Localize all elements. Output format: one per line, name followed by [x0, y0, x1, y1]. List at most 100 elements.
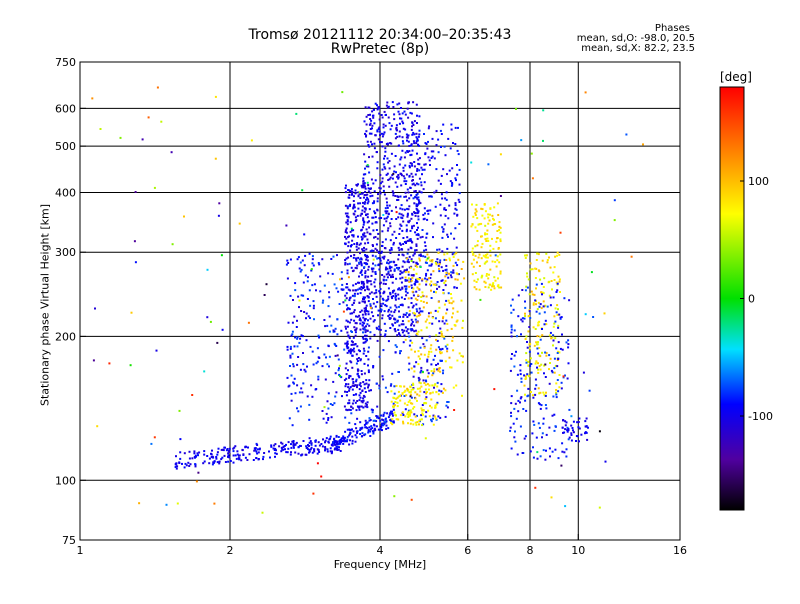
- data-point: [403, 180, 406, 183]
- data-point: [327, 345, 330, 348]
- data-point: [417, 355, 420, 358]
- data-point: [356, 384, 359, 387]
- data-point: [556, 251, 559, 254]
- data-point: [380, 262, 383, 265]
- data-point: [565, 421, 568, 424]
- data-point: [475, 203, 478, 206]
- data-point: [541, 351, 543, 354]
- data-point: [332, 255, 335, 258]
- data-point: [430, 195, 433, 198]
- data-point: [385, 104, 388, 107]
- data-point: [417, 234, 420, 237]
- data-point: [402, 260, 405, 263]
- data-point: [368, 324, 371, 327]
- data-point: [470, 161, 473, 164]
- data-point: [462, 319, 464, 322]
- data-point: [372, 315, 375, 318]
- data-point: [419, 371, 422, 374]
- data-point: [326, 324, 329, 327]
- data-point: [367, 369, 370, 372]
- data-point: [363, 349, 366, 352]
- data-point: [346, 220, 349, 223]
- data-point: [457, 153, 460, 156]
- data-point: [476, 229, 479, 232]
- data-point: [445, 268, 448, 271]
- data-point: [215, 456, 218, 458]
- data-point: [392, 172, 395, 175]
- data-point: [566, 377, 569, 380]
- data-point: [362, 287, 364, 289]
- data-point: [310, 446, 313, 449]
- data-point: [556, 282, 559, 285]
- data-point: [244, 456, 247, 459]
- data-point: [415, 334, 418, 337]
- data-point: [414, 212, 417, 215]
- data-point: [360, 280, 363, 283]
- data-point: [369, 280, 372, 283]
- data-point: [356, 430, 359, 433]
- data-point: [411, 183, 414, 186]
- data-point: [487, 286, 490, 289]
- data-point: [539, 335, 542, 338]
- data-point: [376, 416, 379, 419]
- data-point: [402, 313, 405, 316]
- data-point: [434, 261, 437, 264]
- data-point: [407, 388, 410, 391]
- data-point: [409, 422, 412, 425]
- data-point: [426, 318, 429, 321]
- data-point: [308, 289, 311, 292]
- data-point: [300, 387, 303, 390]
- data-point: [550, 496, 553, 499]
- data-point: [336, 445, 339, 448]
- data-point: [489, 249, 492, 252]
- data-point: [411, 328, 414, 331]
- data-point: [344, 229, 347, 232]
- data-point: [385, 273, 388, 276]
- data-point: [362, 226, 364, 229]
- data-point: [402, 323, 405, 326]
- data-point: [352, 200, 355, 202]
- data-point: [270, 445, 273, 448]
- data-point: [311, 395, 314, 398]
- data-point: [258, 447, 261, 450]
- data-point: [317, 334, 320, 337]
- data-point: [385, 220, 388, 223]
- data-point: [356, 358, 359, 361]
- data-point: [409, 229, 412, 232]
- data-point: [431, 260, 434, 263]
- data-point: [411, 276, 414, 279]
- data-point: [441, 226, 444, 229]
- data-point: [355, 380, 358, 383]
- data-point: [405, 394, 408, 397]
- data-point: [367, 190, 370, 193]
- data-point: [408, 239, 411, 242]
- data-point: [360, 373, 363, 376]
- data-point: [389, 291, 392, 294]
- data-point: [559, 317, 562, 320]
- data-point: [419, 390, 422, 393]
- data-point: [410, 128, 413, 131]
- data-point: [446, 343, 449, 346]
- data-point: [434, 283, 437, 286]
- data-point: [352, 382, 355, 385]
- data-point: [408, 309, 411, 312]
- data-point: [426, 358, 429, 361]
- data-point: [440, 333, 443, 335]
- data-point: [567, 346, 570, 349]
- data-point: [435, 418, 438, 421]
- data-point: [363, 235, 366, 238]
- data-point: [446, 401, 449, 403]
- data-point: [309, 440, 312, 443]
- data-point: [355, 327, 358, 330]
- colorbar-tick-label: -100: [748, 410, 773, 423]
- data-point: [349, 289, 352, 292]
- data-point: [350, 343, 353, 346]
- data-point: [387, 315, 390, 317]
- data-point: [372, 116, 375, 119]
- data-point: [514, 430, 516, 433]
- data-point: [371, 194, 374, 197]
- data-point: [536, 347, 539, 350]
- data-point: [453, 286, 456, 289]
- data-point: [352, 269, 355, 272]
- data-point: [511, 353, 513, 355]
